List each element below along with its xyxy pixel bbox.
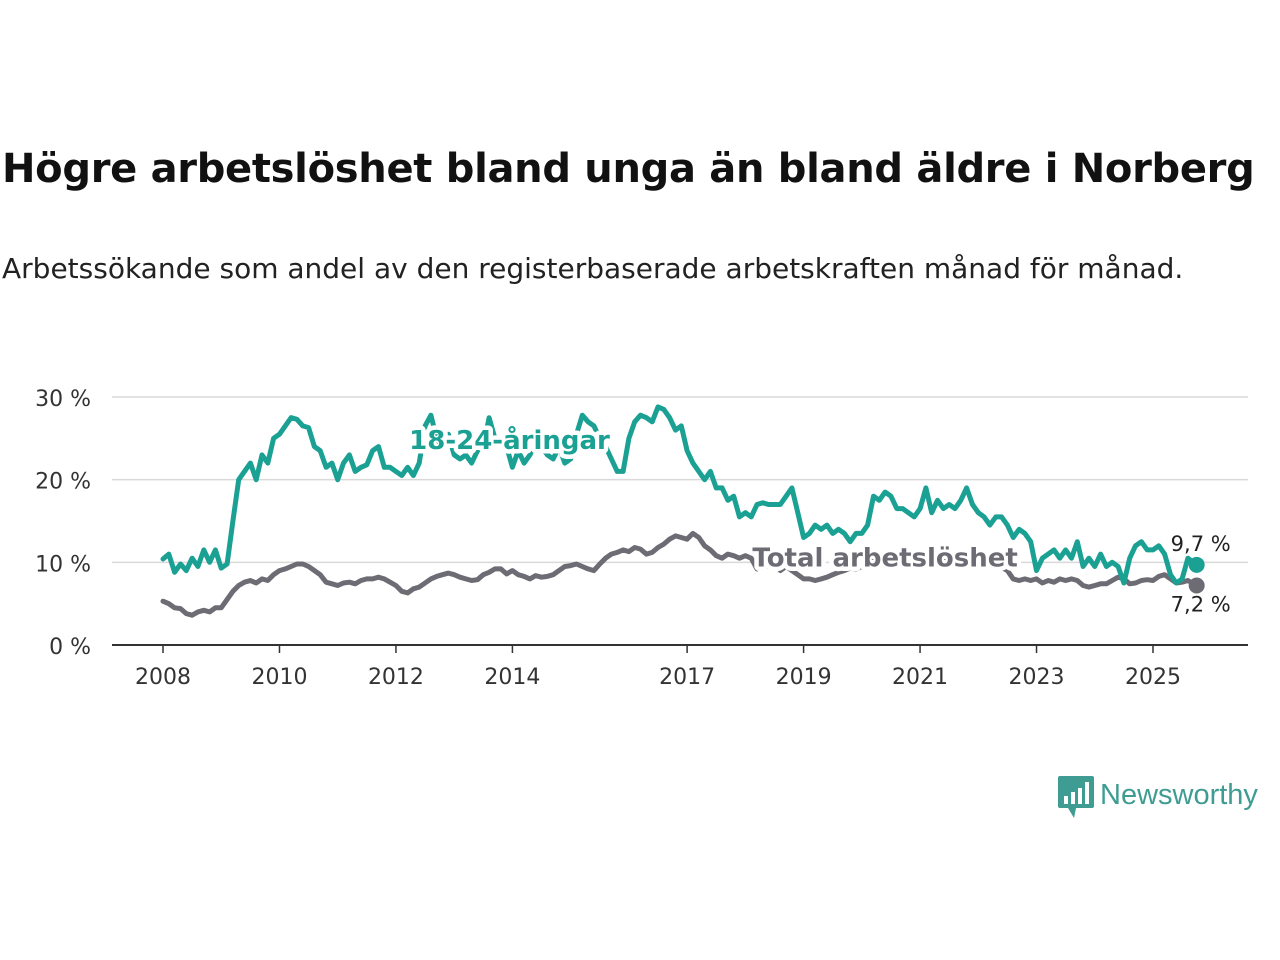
x-tick-label: 2014 xyxy=(484,665,540,690)
bar-chart-bubble-icon xyxy=(1058,776,1094,818)
label-layer: 7,2 % 9,7 % 18-24-åringar Total arbetslöshe… xyxy=(405,419,1231,616)
chart-subtitle: Arbetssökande som andel av den registerb… xyxy=(2,252,1184,285)
x-tick-label: 2008 xyxy=(135,665,191,690)
x-tick-label: 2023 xyxy=(1009,665,1065,690)
x-tick-label: 2012 xyxy=(368,665,424,690)
series-label-total: Total arbetslöshet xyxy=(752,543,1017,573)
x-tick-label: 2019 xyxy=(776,665,832,690)
brand-name: Newsworthy xyxy=(1100,778,1258,811)
end-value-label-youth: 9,7 % xyxy=(1171,532,1231,556)
y-tick-label: 10 % xyxy=(35,552,91,577)
x-tick-label: 2017 xyxy=(659,665,715,690)
newsworthy-logo: Newsworthy xyxy=(1058,772,1258,818)
series-layer xyxy=(160,404,1205,618)
chart-title: Högre arbetslöshet bland unga än bland ä… xyxy=(2,146,1255,192)
end-value-label-total: 7,2 % xyxy=(1171,592,1231,616)
x-tick-label: 2010 xyxy=(251,665,307,690)
y-tick-label: 30 % xyxy=(35,387,91,412)
x-tick-label: 2021 xyxy=(892,665,948,690)
end-point-total xyxy=(1188,577,1205,594)
series-label-youth: 18-24-åringar xyxy=(409,424,610,456)
y-tick-label: 0 % xyxy=(49,635,91,660)
series-line-youth xyxy=(160,404,1200,586)
axis-layer: 0 % 10 % 20 % 30 % 2008 2010 2012 2014 2017 2019 2… xyxy=(35,387,1248,690)
end-point-youth xyxy=(1188,556,1205,573)
series-line-total xyxy=(160,530,1200,618)
x-tick-label: 2025 xyxy=(1125,665,1181,690)
y-tick-label: 20 % xyxy=(35,470,91,495)
